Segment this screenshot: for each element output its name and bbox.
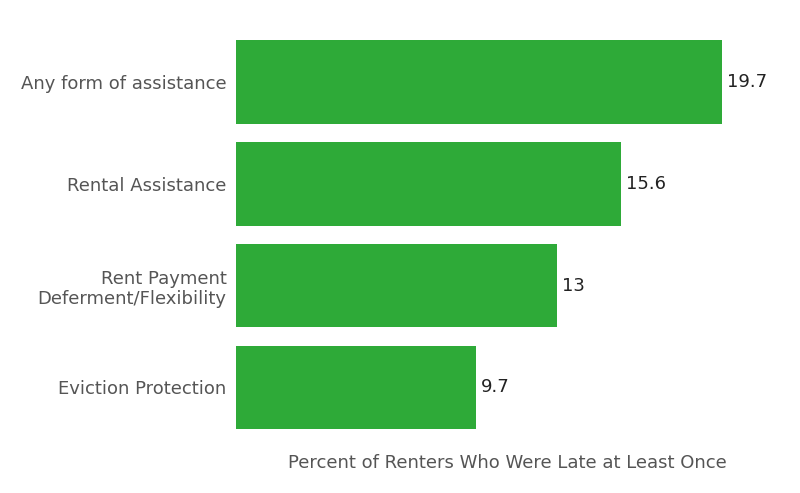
X-axis label: Percent of Renters Who Were Late at Least Once: Percent of Renters Who Were Late at Leas…	[288, 454, 727, 472]
Bar	[236, 244, 557, 327]
Text: 13: 13	[562, 277, 585, 295]
Bar	[236, 346, 475, 429]
Bar	[236, 142, 622, 226]
Text: 19.7: 19.7	[727, 73, 767, 91]
Bar	[236, 40, 722, 124]
Text: 9.7: 9.7	[481, 379, 510, 396]
Text: 15.6: 15.6	[626, 175, 666, 193]
